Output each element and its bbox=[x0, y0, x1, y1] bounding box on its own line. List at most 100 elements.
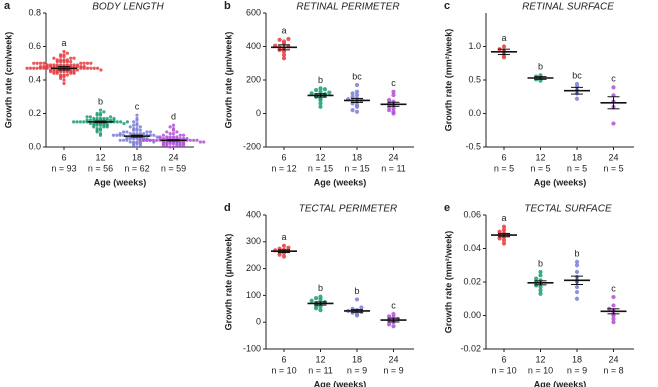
n-label: n = 5 bbox=[567, 163, 587, 173]
data-point bbox=[35, 66, 39, 70]
y-tick-label: 0.04 bbox=[463, 243, 481, 253]
data-point bbox=[391, 109, 396, 114]
data-point bbox=[55, 68, 59, 72]
data-point bbox=[354, 82, 360, 88]
n-label: n = 9 bbox=[347, 365, 367, 375]
panel-label: d bbox=[224, 202, 231, 214]
data-point bbox=[181, 133, 186, 137]
group-letter: a bbox=[501, 33, 506, 43]
data-point bbox=[286, 245, 291, 250]
x-tick-label: 12 bbox=[535, 354, 545, 364]
n-label: n = 9 bbox=[567, 365, 587, 375]
x-tick-label: 6 bbox=[501, 152, 506, 162]
panel-title: BODY LENGTH bbox=[92, 2, 164, 13]
data-point bbox=[98, 132, 103, 136]
group-letter: b bbox=[538, 258, 543, 268]
y-tick-label: 400 bbox=[246, 41, 261, 51]
data-point bbox=[318, 104, 323, 109]
data-point bbox=[62, 58, 66, 62]
data-point bbox=[138, 125, 142, 129]
group-letter: b bbox=[98, 97, 103, 107]
data-point bbox=[322, 87, 328, 92]
y-tick-label: 600 bbox=[246, 7, 261, 17]
data-point bbox=[55, 63, 59, 67]
data-point bbox=[95, 111, 99, 116]
data-point bbox=[121, 130, 126, 134]
data-point bbox=[65, 51, 69, 55]
y-tick-label: 0.02 bbox=[463, 276, 481, 286]
data-point bbox=[45, 63, 49, 67]
data-point bbox=[32, 61, 36, 65]
data-point bbox=[318, 308, 323, 313]
x-tick-label: 24 bbox=[168, 152, 178, 162]
data-point bbox=[611, 294, 616, 300]
data-point bbox=[178, 133, 182, 137]
data-point bbox=[99, 68, 103, 72]
data-point bbox=[98, 108, 103, 112]
y-tick-label: 100 bbox=[246, 290, 261, 300]
y-axis-label: Growth rate (µm/week) bbox=[223, 32, 233, 129]
data-point bbox=[175, 135, 179, 139]
data-point bbox=[354, 109, 360, 114]
data-point bbox=[98, 126, 103, 131]
data-point bbox=[165, 130, 169, 134]
n-label: n = 11 bbox=[381, 163, 406, 173]
data-point bbox=[52, 56, 56, 60]
y-tick-label: 300 bbox=[246, 236, 261, 246]
y-axis-label: Growth rate (cm/week) bbox=[3, 32, 13, 129]
data-point bbox=[111, 133, 116, 137]
data-point bbox=[42, 65, 46, 69]
data-point bbox=[281, 49, 287, 54]
data-point bbox=[72, 56, 76, 60]
group-letter: b bbox=[318, 283, 323, 293]
x-axis-label: Age (weeks) bbox=[314, 379, 367, 387]
data-point bbox=[202, 140, 206, 144]
data-point bbox=[161, 133, 166, 137]
data-point bbox=[318, 294, 323, 299]
group-letter: c bbox=[135, 102, 140, 112]
data-point bbox=[175, 130, 179, 134]
data-point bbox=[38, 61, 43, 65]
x-axis-label: Age (weeks) bbox=[94, 177, 147, 187]
x-axis-label: Age (weeks) bbox=[534, 177, 587, 187]
n-label: n = 15 bbox=[344, 163, 369, 173]
data-point bbox=[125, 130, 129, 134]
n-label: n = 9 bbox=[383, 365, 403, 375]
data-point bbox=[122, 121, 126, 126]
data-point bbox=[574, 289, 580, 295]
data-point bbox=[327, 90, 332, 95]
data-point bbox=[148, 130, 153, 134]
data-point bbox=[142, 132, 146, 136]
data-point bbox=[281, 39, 287, 44]
panel-label: b bbox=[224, 0, 231, 12]
data-point bbox=[538, 269, 543, 275]
data-point bbox=[148, 138, 152, 142]
data-point bbox=[501, 227, 507, 233]
data-point bbox=[65, 63, 69, 67]
data-point bbox=[132, 132, 136, 136]
y-tick-label: 0.4 bbox=[28, 74, 41, 84]
y-axis-label: Growth rate (mm²/week) bbox=[443, 231, 453, 334]
data-point bbox=[98, 111, 103, 116]
data-point bbox=[185, 137, 189, 141]
y-tick-label: -200 bbox=[243, 141, 261, 151]
data-point bbox=[69, 56, 73, 60]
data-point bbox=[138, 128, 142, 132]
group-letter: b bbox=[538, 62, 543, 72]
data-point bbox=[138, 132, 142, 136]
x-tick-label: 6 bbox=[281, 152, 286, 162]
data-point bbox=[181, 142, 186, 146]
data-point bbox=[102, 116, 106, 121]
data-point bbox=[85, 115, 89, 119]
data-point bbox=[318, 89, 323, 94]
data-point bbox=[92, 66, 96, 70]
data-point bbox=[145, 130, 149, 134]
data-point bbox=[75, 63, 80, 67]
x-tick-label: 12 bbox=[315, 152, 325, 162]
group-letter: c bbox=[391, 301, 396, 311]
data-point bbox=[65, 58, 69, 62]
data-point bbox=[501, 224, 507, 229]
data-point bbox=[538, 284, 543, 290]
group-letter: a bbox=[281, 232, 286, 242]
data-point bbox=[135, 132, 139, 136]
